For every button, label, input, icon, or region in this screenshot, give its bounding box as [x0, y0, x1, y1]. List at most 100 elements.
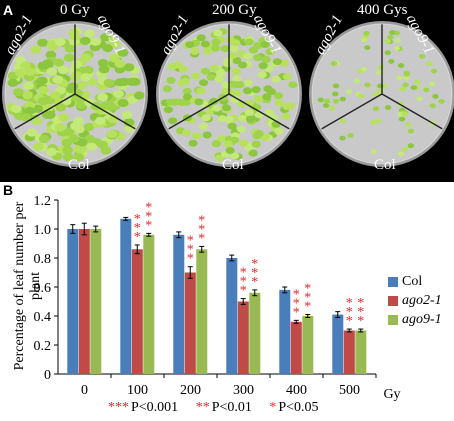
significance-star: * [346, 305, 353, 320]
plate-2-col-label: Col [222, 157, 244, 173]
dish-edge-highlight [311, 23, 453, 165]
petri-dish-3 [309, 21, 454, 167]
seedling [36, 76, 48, 85]
seedling [414, 79, 421, 85]
seedling [262, 93, 272, 101]
seedling [201, 114, 211, 122]
seedling [339, 118, 346, 124]
seedling [402, 147, 409, 152]
seedling [227, 52, 237, 60]
significance-star: * [198, 231, 205, 246]
seedling [191, 72, 201, 80]
seedling [177, 79, 187, 87]
seedling [242, 87, 252, 95]
y-tick-label: 1.0 [34, 223, 52, 238]
seedling [14, 68, 26, 77]
significance-star: * [293, 287, 300, 302]
seedling [123, 118, 135, 127]
seedling [46, 67, 58, 76]
seedling [251, 140, 261, 148]
significance-star: * [187, 252, 194, 267]
sector-divider [14, 93, 76, 130]
seedling [71, 71, 83, 80]
seedling [202, 131, 212, 139]
seedling [73, 153, 85, 162]
significance-star: * [304, 291, 311, 306]
seedling [32, 142, 44, 151]
seedling [162, 85, 172, 93]
seedling [260, 133, 270, 141]
seedling [248, 46, 259, 54]
seedling [254, 95, 264, 103]
significance-star: * [187, 243, 194, 258]
bar-ago2-1-300 [237, 301, 249, 374]
seedling [374, 118, 382, 124]
y-axis-label-wrap: Percentage of leaf number per plant [8, 190, 48, 382]
legend-label-ago9-1: ago9-1 [402, 311, 442, 327]
seedling [73, 116, 84, 126]
seedling [317, 97, 324, 103]
seedling [399, 86, 406, 92]
significance-star: * [293, 296, 300, 311]
seedling [97, 93, 108, 102]
significance-star: * [145, 218, 152, 233]
seedling [80, 53, 92, 62]
seedling [223, 60, 233, 68]
seedling [46, 147, 57, 156]
sector-divider [168, 93, 230, 130]
seedling [407, 143, 414, 149]
seedling [198, 122, 208, 130]
seedling [49, 91, 61, 100]
seedling [55, 123, 66, 132]
seedling [98, 65, 110, 74]
seedling [113, 89, 124, 99]
seedling [257, 71, 267, 79]
bar-chart: 00.20.40.60.81.01.20 100******200******30… [34, 194, 401, 402]
seedling [90, 37, 102, 46]
seedling [339, 135, 346, 141]
legend-label-col: Col [402, 273, 423, 289]
seedling [347, 133, 354, 138]
seedling [274, 99, 284, 107]
panel-b-letter: B [3, 182, 14, 198]
seedling [196, 34, 206, 42]
legend-swatch-ago2-1 [388, 295, 398, 306]
seedling [79, 36, 91, 46]
seedling [68, 29, 79, 38]
seedling [232, 57, 242, 64]
seedling [384, 105, 392, 110]
seedling [410, 85, 417, 90]
sector-divider [74, 93, 136, 130]
legend-item-ago9-1: ago9-1 [388, 310, 442, 329]
seedling [236, 125, 247, 133]
seedling [82, 65, 94, 75]
significance-star: * [293, 305, 300, 320]
seedling [108, 54, 120, 63]
seedling [376, 70, 383, 76]
seedling [163, 106, 173, 114]
sig-key-text-1: P<0.001 [131, 400, 179, 415]
seedling [395, 75, 403, 81]
seedling [117, 98, 129, 108]
seedling [370, 149, 377, 155]
seedling [214, 75, 224, 83]
seedling [253, 54, 263, 62]
seedling [223, 140, 233, 148]
seedling [229, 136, 240, 144]
seedling [416, 96, 423, 102]
seedling [372, 106, 379, 112]
seedling [192, 132, 202, 140]
seedling [426, 61, 433, 66]
sig-key-stars-1: *** [108, 400, 129, 415]
seedling [168, 117, 178, 125]
seedling [38, 134, 50, 144]
seedling [274, 127, 284, 135]
seedling [200, 40, 210, 48]
seedling [24, 67, 36, 76]
seedling [190, 47, 200, 55]
panel-a-letter: A [3, 2, 14, 18]
significance-star: * [251, 275, 258, 290]
seedling [360, 66, 368, 72]
bar-ago2-1-100 [131, 249, 143, 374]
bar-ago9-1-300 [249, 292, 261, 374]
